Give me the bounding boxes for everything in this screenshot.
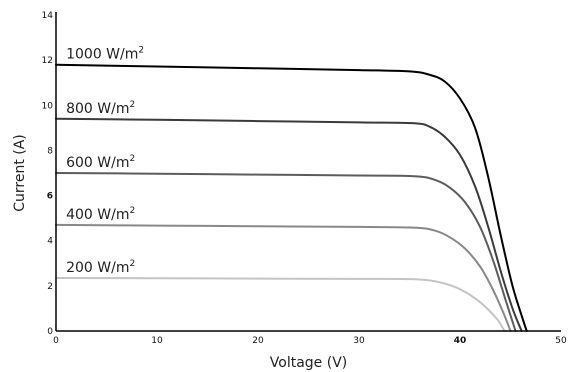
series-label: 600 W/m2 bbox=[66, 154, 135, 171]
series-label-superscript: 2 bbox=[129, 259, 135, 269]
y-tick-label: 14 bbox=[42, 11, 54, 21]
x-tick-label: 40 bbox=[454, 336, 467, 346]
x-tick-label: 20 bbox=[252, 336, 264, 346]
series-line bbox=[55, 223, 512, 332]
series-label-superscript: 2 bbox=[129, 100, 135, 110]
y-tick-label: 8 bbox=[47, 146, 53, 156]
series-layer bbox=[55, 63, 528, 332]
series-label: 400 W/m2 bbox=[66, 206, 135, 223]
series-line bbox=[55, 63, 528, 332]
y-tick-label: 0 bbox=[47, 327, 53, 337]
series-label-superscript: 2 bbox=[138, 46, 144, 56]
y-tick-label: 10 bbox=[42, 101, 54, 111]
y-tick-label: 12 bbox=[42, 56, 53, 66]
series-label-text: 200 W/m bbox=[66, 260, 129, 276]
series-label: 800 W/m2 bbox=[66, 100, 135, 117]
y-tick-labels: 0 2 4 6 8 10 12 14 bbox=[42, 11, 54, 337]
x-tick-label: 10 bbox=[151, 336, 163, 346]
series-line bbox=[55, 117, 523, 332]
series-label-text: 600 W/m bbox=[66, 155, 129, 171]
y-tick-label: 6 bbox=[47, 192, 53, 202]
series-label-superscript: 2 bbox=[129, 206, 135, 216]
x-axis-label: Voltage (V) bbox=[270, 355, 347, 371]
y-axis-label: Current (A) bbox=[12, 134, 28, 212]
y-tick-label: 2 bbox=[47, 282, 53, 292]
series-label-text: 800 W/m bbox=[66, 101, 129, 117]
series-label-text: 400 W/m bbox=[66, 207, 129, 223]
series-label-superscript: 2 bbox=[129, 154, 135, 164]
x-tick-label: 50 bbox=[555, 336, 567, 346]
x-tick-labels: 0 10 20 30 40 50 bbox=[53, 336, 567, 346]
series-label: 1000 W/m2 bbox=[66, 46, 144, 63]
x-tick-label: 30 bbox=[353, 336, 365, 346]
series-line bbox=[55, 172, 517, 332]
series-label-text: 1000 W/m bbox=[66, 47, 138, 63]
series-line bbox=[55, 277, 506, 332]
y-tick-label: 4 bbox=[47, 237, 53, 247]
series-label: 200 W/m2 bbox=[66, 259, 135, 276]
x-tick-label: 0 bbox=[53, 336, 59, 346]
